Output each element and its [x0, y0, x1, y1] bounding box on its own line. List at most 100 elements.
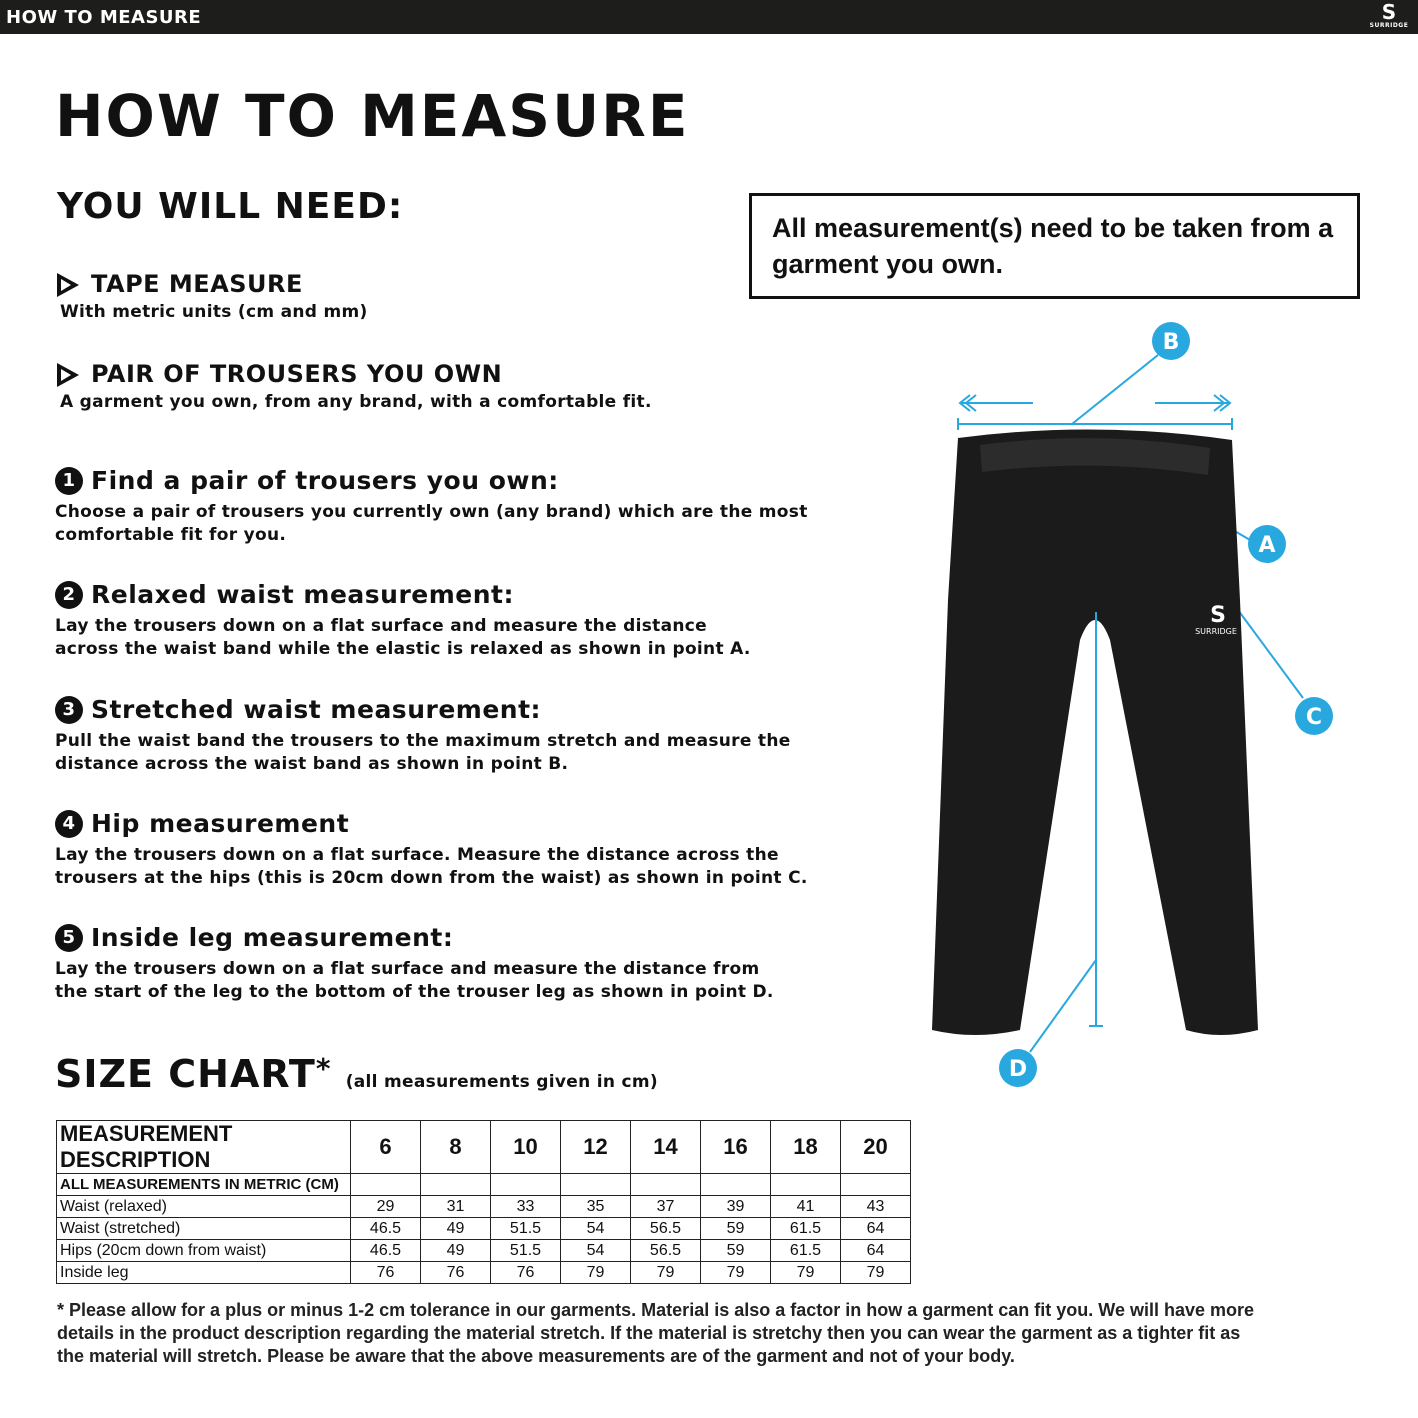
- step-title: Relaxed waist measurement:: [91, 580, 514, 609]
- need-item-trousers: PAIR OF TROUSERS YOU OWN A garment you o…: [57, 360, 652, 412]
- table-cell: 51.5: [490, 1217, 561, 1240]
- trousers-diagram: S SURRIDGE A B C D: [932, 322, 1333, 1087]
- table-cell: 49: [420, 1217, 491, 1240]
- step-desc: Lay the trousers down on a flat surface …: [55, 959, 774, 1002]
- table-cell: 39: [700, 1195, 771, 1218]
- step-desc: Choose a pair of trousers you currently …: [55, 502, 808, 545]
- table-cell: [560, 1173, 631, 1196]
- table-cell: 79: [700, 1261, 771, 1284]
- table-cell: 46.5: [350, 1239, 421, 1262]
- label-d-badge: D: [999, 1049, 1037, 1087]
- table-cell: 37: [630, 1195, 701, 1218]
- table-cell: 35: [560, 1195, 631, 1218]
- table-cell: Inside leg: [56, 1261, 351, 1284]
- table-cell: [490, 1173, 561, 1196]
- table-cell: 59: [700, 1217, 771, 1240]
- table-cell: 18: [770, 1120, 841, 1174]
- number-1-icon: 1: [55, 466, 83, 495]
- need-item-title: TAPE MEASURE: [91, 270, 303, 298]
- table-cell: 49: [420, 1239, 491, 1262]
- table-cell: 20: [840, 1120, 911, 1174]
- table-row: Inside leg 76 76 76 79 79 79 79 79: [56, 1261, 911, 1284]
- need-item-desc: A garment you own, from any brand, with …: [60, 392, 652, 412]
- note-box: All measurement(s) need to be taken from…: [749, 193, 1360, 299]
- table-cell: [770, 1173, 841, 1196]
- step-desc: Lay the trousers down on a flat surface.…: [55, 845, 808, 888]
- table-cell: 54: [560, 1217, 631, 1240]
- table-row: Waist (stretched) 46.5 49 51.5 54 56.5 59 61.5 6…: [56, 1217, 911, 1240]
- table-cell: 33: [490, 1195, 561, 1218]
- svg-text:S: S: [1210, 603, 1226, 628]
- table-cell: 76: [350, 1261, 421, 1284]
- label-b-badge: B: [1152, 322, 1190, 360]
- size-chart-table: MEASUREMENT DESCRIPTION 6 8 10 12 14 16 18 20 AL…: [56, 1120, 911, 1284]
- table-cell: 79: [840, 1261, 911, 1284]
- svg-text:B: B: [1163, 330, 1180, 355]
- trousers-image: [932, 429, 1258, 1035]
- table-cell: 61.5: [770, 1217, 841, 1240]
- table-cell: 10: [490, 1120, 561, 1174]
- svg-text:D: D: [1009, 1057, 1027, 1082]
- table-cell: Waist (stretched): [56, 1217, 351, 1240]
- step-1: 1 Find a pair of trousers you own: Choose…: [55, 466, 815, 547]
- step-desc: Pull the waist band the trousers to the …: [55, 731, 791, 774]
- surridge-logo: S SURRIDGE: [1369, 0, 1409, 29]
- number-5-icon: 5: [55, 923, 83, 952]
- table-cell: 61.5: [770, 1239, 841, 1262]
- table-cell: 31: [420, 1195, 491, 1218]
- svg-text:A: A: [1258, 533, 1275, 558]
- play-triangle-icon: [57, 363, 79, 387]
- step-3: 3 Stretched waist measurement: Pull the w…: [55, 695, 795, 776]
- number-2-icon: 2: [55, 580, 83, 609]
- table-cell: 29: [350, 1195, 421, 1218]
- header-title: HOW TO MEASURE: [6, 7, 202, 28]
- step-title: Stretched waist measurement:: [91, 695, 542, 724]
- size-chart-heading: SIZE CHART* (all measurements given in c…: [55, 1052, 658, 1096]
- garment-logo: SURRIDGE: [1195, 627, 1237, 636]
- table-header-row: MEASUREMENT DESCRIPTION 6 8 10 12 14 16 18 20: [56, 1120, 911, 1174]
- step-desc: Lay the trousers down on a flat surface …: [55, 616, 751, 659]
- footnote: * Please allow for a plus or minus 1-2 c…: [57, 1300, 1255, 1366]
- table-cell: 51.5: [490, 1239, 561, 1262]
- table-cell: 79: [770, 1261, 841, 1284]
- page-title: HOW TO MEASURE: [55, 82, 690, 150]
- table-cell: 54: [560, 1239, 631, 1262]
- table-cell: [840, 1173, 911, 1196]
- step-title: Find a pair of trousers you own:: [91, 466, 559, 495]
- table-cell: 14: [630, 1120, 701, 1174]
- table-cell: [700, 1173, 771, 1196]
- table-cell: 12: [560, 1120, 631, 1174]
- table-cell: 76: [420, 1261, 491, 1284]
- table-subheader-row: ALL MEASUREMENTS IN METRIC (CM): [56, 1173, 911, 1196]
- table-cell: Waist (relaxed): [56, 1195, 351, 1218]
- table-cell: Hips (20cm down from waist): [56, 1239, 351, 1262]
- table-row: Hips (20cm down from waist) 46.5 49 51.5 54 5…: [56, 1239, 911, 1262]
- step-title: Inside leg measurement:: [91, 923, 454, 952]
- you-will-need-heading: YOU WILL NEED:: [57, 186, 404, 227]
- table-cell: 79: [630, 1261, 701, 1284]
- need-item-tape: TAPE MEASURE With metric units (cm and m…: [57, 270, 368, 322]
- table-cell: 43: [840, 1195, 911, 1218]
- need-item-title: PAIR OF TROUSERS YOU OWN: [91, 360, 503, 388]
- table-cell: 59: [700, 1239, 771, 1262]
- label-a-badge: A: [1248, 525, 1286, 563]
- top-bar: HOW TO MEASURE S SURRIDGE: [0, 0, 1418, 34]
- svg-text:C: C: [1306, 705, 1322, 730]
- need-item-desc: With metric units (cm and mm): [60, 302, 368, 322]
- table-cell: 76: [490, 1261, 561, 1284]
- number-3-icon: 3: [55, 695, 83, 724]
- table-cell: 79: [560, 1261, 631, 1284]
- table-cell: 46.5: [350, 1217, 421, 1240]
- play-triangle-icon: [57, 273, 79, 297]
- table-cell: 41: [770, 1195, 841, 1218]
- step-2: 2 Relaxed waist measurement: Lay the trou…: [55, 580, 775, 661]
- table-cell: 8: [420, 1120, 491, 1174]
- step-4: 4 Hip measurement Lay the trousers down o…: [55, 809, 815, 890]
- table-cell: 64: [840, 1239, 911, 1262]
- label-c-badge: C: [1295, 697, 1333, 735]
- table-cell: 6: [350, 1120, 421, 1174]
- number-4-icon: 4: [55, 809, 83, 838]
- table-cell: ALL MEASUREMENTS IN METRIC (CM): [56, 1173, 351, 1196]
- table-cell: 64: [840, 1217, 911, 1240]
- step-title: Hip measurement: [91, 809, 350, 838]
